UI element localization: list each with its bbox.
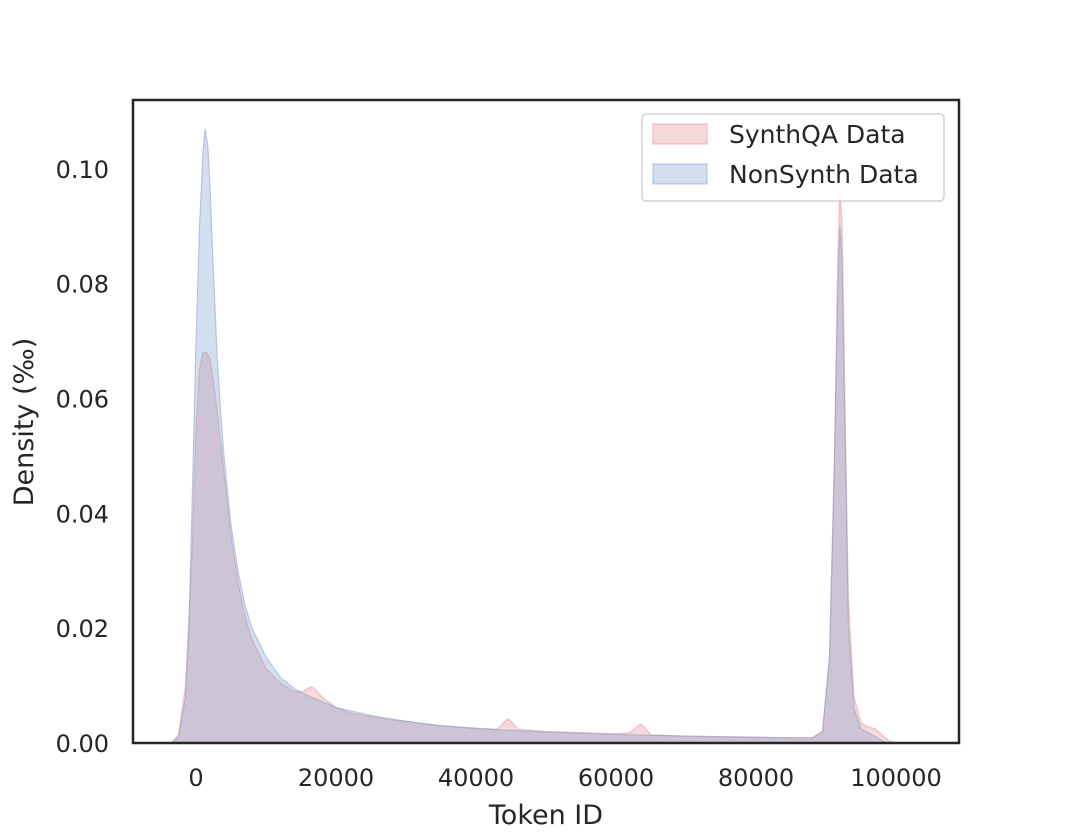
legend-swatch-nonsynth [652,163,708,185]
y-tick-label: 0.06 [56,386,109,414]
legend: SynthQA Data NonSynth Data [641,113,945,202]
x-tick-label: 60000 [578,764,654,792]
x-tick-label: 40000 [438,764,514,792]
legend-label-nonsynth: NonSynth Data [729,160,919,189]
y-tick-label: 0.10 [56,156,109,184]
legend-box [641,113,945,202]
legend-swatch-synthqa [652,123,708,145]
y-tick-label: 0.08 [56,271,109,299]
x-tick-label: 20000 [298,764,374,792]
y-tick-label: 0.02 [56,615,109,643]
axes-frame [131,98,961,745]
x-tick-label: 0 [188,764,203,792]
density-area-nonsynth [170,128,890,743]
y-axis-label: Density (‰) [9,338,40,507]
legend-label-synthqa: SynthQA Data [729,120,906,149]
axes: 0 20000 40000 60000 80000 100000 0.00 0.02 0.04 0… [56,98,961,792]
y-tick-label: 0.04 [56,500,109,528]
y-tick-label: 0.00 [56,730,109,758]
x-tick-label: 100000 [850,764,942,792]
x-axis-label: Token ID [488,800,603,831]
x-tick-label: 80000 [718,764,794,792]
